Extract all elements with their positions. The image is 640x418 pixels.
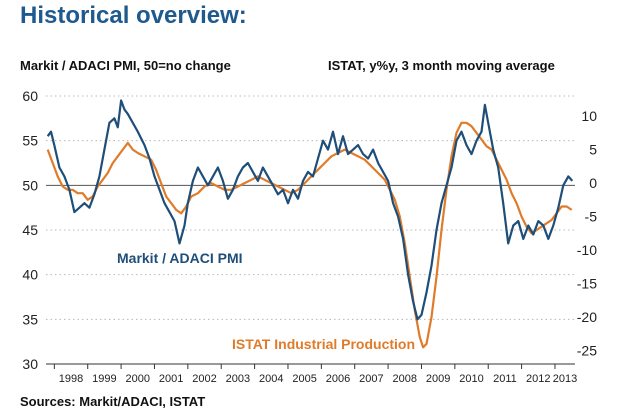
- right-axis-title: ISTAT, y%y, 3 month moving average: [328, 58, 555, 73]
- right-y-tick-label: 10: [581, 108, 597, 124]
- x-tick-label: 2003: [226, 373, 250, 385]
- left-y-tick-label: 45: [22, 222, 38, 238]
- x-tick-label: 2011: [493, 373, 517, 385]
- right-y-tick-label: -15: [577, 276, 597, 292]
- gridlines: [46, 95, 575, 365]
- axes: [46, 363, 575, 369]
- right-y-tick-label: 5: [589, 142, 597, 158]
- left-y-tick-label: 50: [22, 177, 38, 193]
- x-tick-label: 2007: [359, 373, 383, 385]
- x-tick-label: 2008: [393, 373, 417, 385]
- x-tick-label: 2006: [326, 373, 350, 385]
- pmi-series-line: [46, 99, 574, 321]
- page-title: Historical overview:: [20, 2, 247, 29]
- istat-series-label: ISTAT Industrial Production: [232, 336, 415, 352]
- pmi-series-label: Markit / ADACI PMI: [117, 250, 243, 266]
- right-y-tick-label: -5: [585, 209, 598, 225]
- x-tick-label: 1999: [92, 373, 116, 385]
- istat-series-line: [46, 121, 573, 349]
- x-tick-label: 2004: [259, 373, 283, 385]
- right-y-tick-label: 0: [589, 175, 597, 191]
- right-y-tick-label: -10: [577, 242, 597, 258]
- source-note: Sources: Markit/ADACI, ISTAT: [20, 394, 206, 409]
- left-axis-title: Markit / ADACI PMI, 50=no change: [20, 58, 231, 73]
- left-y-tick-label: 55: [22, 133, 38, 149]
- left-y-tick-label: 30: [22, 356, 38, 372]
- x-tick-label: 2010: [459, 373, 483, 385]
- left-y-tick-label: 60: [22, 88, 38, 104]
- left-y-tick-label: 35: [22, 311, 38, 327]
- x-tick-label: 2009: [426, 373, 450, 385]
- x-tick-label: 2013: [553, 373, 577, 385]
- series-lines: [46, 99, 574, 349]
- left-y-tick-label: 40: [22, 267, 38, 283]
- right-y-tick-label: -20: [577, 309, 597, 325]
- right-y-tick-label: -25: [577, 343, 597, 359]
- x-tick-label: 2005: [292, 373, 316, 385]
- x-tick-label: 2000: [126, 373, 150, 385]
- x-tick-label: 2001: [159, 373, 183, 385]
- x-tick-label: 2012: [526, 373, 550, 385]
- x-tick-label: 1998: [59, 373, 83, 385]
- x-tick-label: 2002: [192, 373, 216, 385]
